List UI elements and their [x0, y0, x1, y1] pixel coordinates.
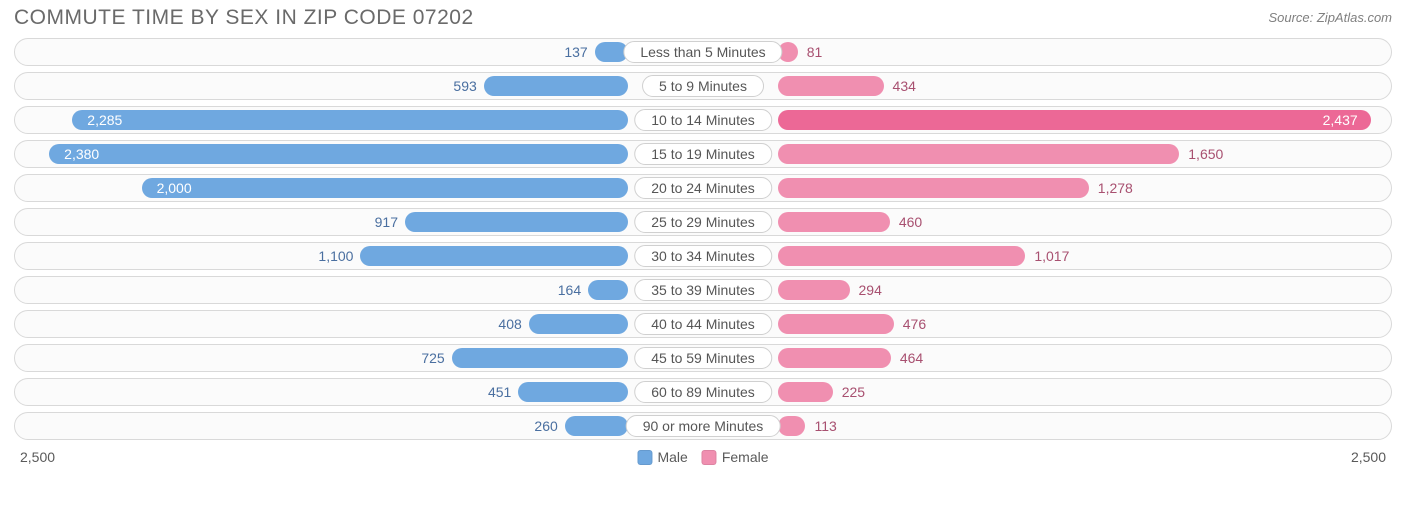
female-value: 460 [899, 214, 922, 230]
female-bar [778, 246, 1025, 266]
category-label: 5 to 9 Minutes [642, 75, 764, 97]
male-bar [142, 178, 628, 198]
male-value: 408 [498, 316, 521, 332]
category-label: 30 to 34 Minutes [634, 245, 772, 267]
chart-row: 40 to 44 Minutes 408 476 [14, 310, 1392, 338]
female-value: 476 [903, 316, 926, 332]
male-bar [588, 280, 628, 300]
male-value: 137 [564, 44, 587, 60]
male-value: 2,285 [87, 112, 122, 128]
male-value: 593 [453, 78, 476, 94]
category-label: Less than 5 Minutes [623, 41, 782, 63]
category-label: 40 to 44 Minutes [634, 313, 772, 335]
legend-label: Female [722, 449, 769, 465]
legend-swatch [702, 450, 717, 465]
chart-row: 20 to 24 Minutes 2,000 1,278 [14, 174, 1392, 202]
chart-footer: 2,500 Male Female 2,500 [0, 446, 1406, 472]
male-bar [565, 416, 628, 436]
chart-rows: Less than 5 Minutes 137 81 5 to 9 Minutes 59… [0, 34, 1406, 440]
male-value: 2,000 [157, 180, 192, 196]
female-value: 113 [814, 418, 836, 434]
female-value: 225 [842, 384, 865, 400]
chart-container: COMMUTE TIME BY SEX IN ZIP CODE 07202 So… [0, 0, 1406, 472]
male-value: 1,100 [318, 248, 353, 264]
chart-row: 25 to 29 Minutes 917 460 [14, 208, 1392, 236]
female-bar [778, 110, 1371, 130]
female-bar [778, 280, 850, 300]
female-bar [778, 212, 890, 232]
axis-max-left: 2,500 [20, 449, 55, 465]
female-bar [778, 416, 805, 436]
legend-label: Male [657, 449, 687, 465]
female-bar [778, 178, 1089, 198]
female-bar [778, 314, 894, 334]
legend-item: Male [637, 449, 687, 465]
chart-source: Source: ZipAtlas.com [1268, 6, 1392, 25]
category-label: 45 to 59 Minutes [634, 347, 772, 369]
category-label: 90 or more Minutes [626, 415, 781, 437]
female-value: 294 [859, 282, 882, 298]
male-bar [452, 348, 628, 368]
female-value: 81 [807, 44, 823, 60]
male-value: 164 [558, 282, 581, 298]
male-value: 260 [534, 418, 557, 434]
female-bar [778, 144, 1179, 164]
chart-row: 35 to 39 Minutes 164 294 [14, 276, 1392, 304]
female-bar [778, 348, 891, 368]
male-value: 451 [488, 384, 511, 400]
female-value: 1,278 [1098, 180, 1133, 196]
female-value: 1,017 [1034, 248, 1069, 264]
category-label: 35 to 39 Minutes [634, 279, 772, 301]
chart-title: COMMUTE TIME BY SEX IN ZIP CODE 07202 [14, 6, 474, 30]
chart-row: Less than 5 Minutes 137 81 [14, 38, 1392, 66]
male-bar [518, 382, 628, 402]
female-value: 2,437 [1323, 112, 1358, 128]
category-label: 10 to 14 Minutes [634, 109, 772, 131]
male-bar [72, 110, 628, 130]
chart-row: 15 to 19 Minutes 2,380 1,650 [14, 140, 1392, 168]
legend-item: Female [702, 449, 769, 465]
male-bar [405, 212, 628, 232]
male-bar [484, 76, 628, 96]
chart-legend: Male Female [637, 449, 768, 465]
male-value: 725 [421, 350, 444, 366]
male-bar [49, 144, 628, 164]
male-value: 2,380 [64, 146, 99, 162]
female-value: 1,650 [1188, 146, 1223, 162]
axis-max-right: 2,500 [1351, 449, 1386, 465]
female-value: 464 [900, 350, 923, 366]
category-label: 25 to 29 Minutes [634, 211, 772, 233]
category-label: 60 to 89 Minutes [634, 381, 772, 403]
chart-row: 45 to 59 Minutes 725 464 [14, 344, 1392, 372]
chart-row: 60 to 89 Minutes 451 225 [14, 378, 1392, 406]
chart-row: 30 to 34 Minutes 1,100 1,017 [14, 242, 1392, 270]
chart-row: 10 to 14 Minutes 2,285 2,437 [14, 106, 1392, 134]
chart-row: 5 to 9 Minutes 593 434 [14, 72, 1392, 100]
female-bar [778, 76, 884, 96]
category-label: 15 to 19 Minutes [634, 143, 772, 165]
male-bar [360, 246, 628, 266]
chart-row: 90 or more Minutes 260 113 [14, 412, 1392, 440]
male-bar [529, 314, 628, 334]
female-bar [778, 382, 833, 402]
female-value: 434 [893, 78, 916, 94]
category-label: 20 to 24 Minutes [634, 177, 772, 199]
male-value: 917 [375, 214, 398, 230]
chart-header: COMMUTE TIME BY SEX IN ZIP CODE 07202 So… [0, 0, 1406, 34]
legend-swatch [637, 450, 652, 465]
